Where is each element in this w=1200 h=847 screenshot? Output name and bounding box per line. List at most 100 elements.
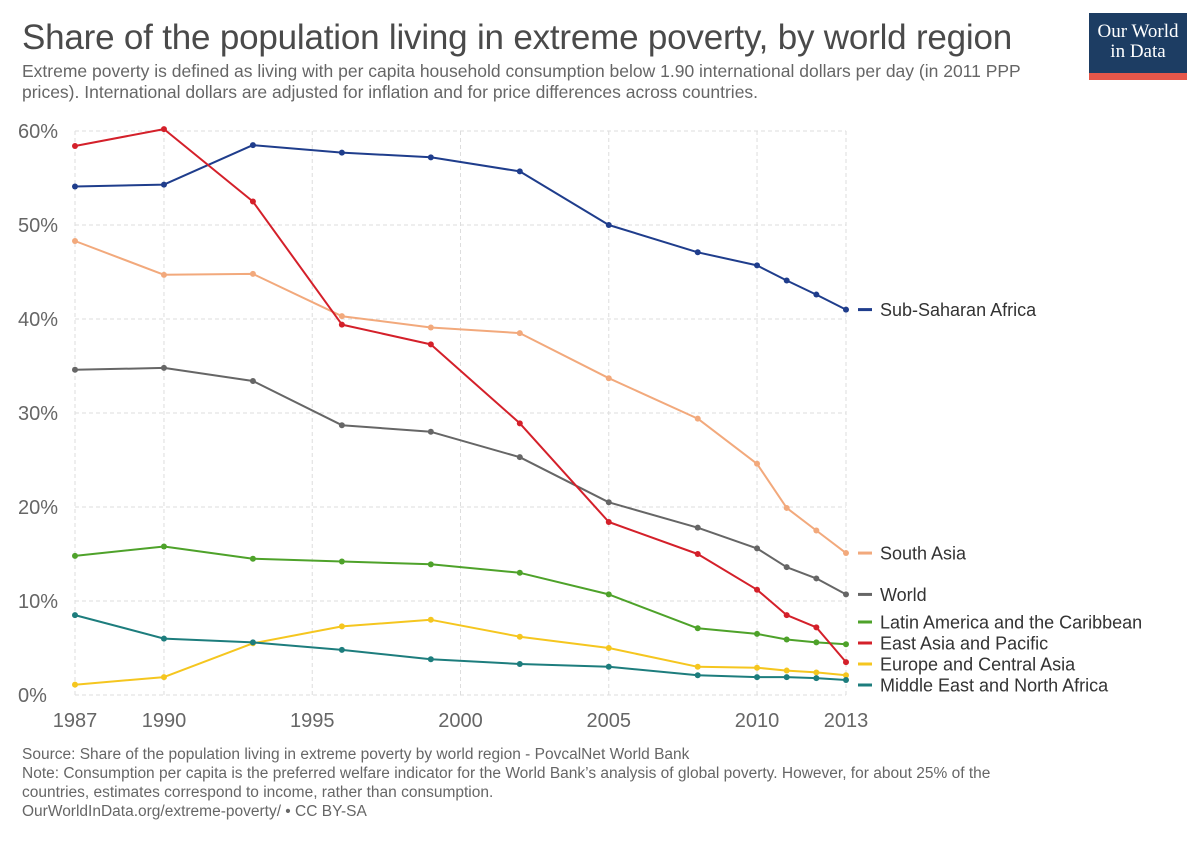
data-point-sub-saharan-africa <box>249 142 256 149</box>
data-point-middle-east-and-north-africa <box>694 672 701 679</box>
data-point-south-asia <box>338 313 345 320</box>
data-point-south-asia <box>813 527 820 534</box>
data-point-europe-and-central-asia <box>516 633 523 640</box>
data-point-middle-east-and-north-africa <box>338 646 345 653</box>
data-point-world <box>754 545 761 552</box>
logo-text: Our World in Data <box>1089 22 1187 62</box>
data-point-world <box>249 378 256 385</box>
data-point-middle-east-and-north-africa <box>813 675 820 682</box>
data-point-world <box>427 428 434 435</box>
legend-label-middle-east-and-north-africa: Middle East and North Africa <box>880 676 1109 696</box>
x-tick-label: 2013 <box>824 710 869 732</box>
series-line-middle-east-and-north-africa <box>74 614 847 681</box>
data-point-east-asia-and-pacific <box>249 198 256 205</box>
legend-label-europe-and-central-asia: Europe and Central Asia <box>880 655 1076 675</box>
data-point-east-asia-and-pacific <box>813 624 820 631</box>
legend-label-sub-saharan-africa: Sub-Saharan Africa <box>880 300 1037 320</box>
legend-label-world: World <box>880 585 927 605</box>
data-point-sub-saharan-africa <box>605 222 612 228</box>
data-point-europe-and-central-asia <box>813 669 820 676</box>
data-point-east-asia-and-pacific <box>516 420 523 427</box>
data-point-latin-america-and-the-caribbean <box>160 543 167 550</box>
series-line-south-asia <box>74 240 847 554</box>
data-point-latin-america-and-the-caribbean <box>694 625 701 632</box>
data-point-east-asia-and-pacific <box>427 341 434 348</box>
source-note: Source: Share of the population living i… <box>22 746 690 763</box>
y-tick-label: 60% <box>18 121 58 143</box>
series-line-world <box>74 366 847 596</box>
data-point-sub-saharan-africa <box>427 154 434 161</box>
legend: Sub-Saharan Africa South Asia World Latin A… <box>858 300 1142 696</box>
data-point-south-asia <box>783 504 790 511</box>
x-tick-label: 1995 <box>290 710 335 732</box>
data-point-east-asia-and-pacific <box>338 321 345 328</box>
x-tick-label: 2010 <box>735 710 780 732</box>
data-point-latin-america-and-the-caribbean <box>338 558 345 565</box>
data-point-europe-and-central-asia <box>72 681 78 688</box>
data-point-latin-america-and-the-caribbean <box>783 636 790 643</box>
x-tick-label: 1990 <box>142 710 187 732</box>
data-point-world <box>694 524 701 531</box>
owid-logo[interactable]: Our World in Data <box>1089 13 1187 80</box>
data-point-latin-america-and-the-caribbean <box>754 630 761 637</box>
y-tick-label: 20% <box>18 497 58 519</box>
data-point-europe-and-central-asia <box>783 667 790 674</box>
data-point-sub-saharan-africa <box>754 262 761 269</box>
data-point-south-asia <box>427 324 434 331</box>
data-point-middle-east-and-north-africa <box>843 676 849 683</box>
data-point-east-asia-and-pacific <box>843 659 849 666</box>
data-point-sub-saharan-africa <box>338 149 345 156</box>
data-point-latin-america-and-the-caribbean <box>516 569 523 576</box>
data-point-south-asia <box>754 460 761 467</box>
series-line-latin-america-and-the-caribbean <box>74 545 847 646</box>
legend-label-south-asia: South Asia <box>880 544 967 564</box>
y-tick-label: 10% <box>18 591 58 613</box>
data-point-south-asia <box>694 415 701 422</box>
data-point-east-asia-and-pacific <box>160 126 167 133</box>
data-point-sub-saharan-africa <box>72 183 78 190</box>
grid-lines <box>74 130 847 696</box>
data-point-world <box>338 422 345 429</box>
methodology-note-line-2: countries, estimates correspond to incom… <box>22 784 494 801</box>
data-point-middle-east-and-north-africa <box>72 612 78 619</box>
data-point-east-asia-and-pacific <box>783 612 790 619</box>
data-point-sub-saharan-africa <box>516 168 523 175</box>
axis-labels: 0% 10% 20% 30% 40% 50% 60% 1987 1990 1995 2000 2005… <box>18 121 868 732</box>
source-url[interactable]: OurWorldInData.org/extreme-poverty/ • CC… <box>22 803 367 820</box>
data-point-middle-east-and-north-africa <box>249 639 256 646</box>
data-point-south-asia <box>249 270 256 277</box>
data-point-europe-and-central-asia <box>338 623 345 630</box>
data-point-world <box>160 364 167 371</box>
data-point-middle-east-and-north-africa <box>427 656 434 663</box>
data-point-sub-saharan-africa <box>813 291 820 298</box>
data-point-south-asia <box>605 375 612 382</box>
data-point-east-asia-and-pacific <box>72 143 78 150</box>
page-subtitle: Extreme poverty is defined as living wit… <box>22 61 1021 102</box>
series-line-europe-and-central-asia <box>74 618 847 686</box>
data-point-latin-america-and-the-caribbean <box>813 639 820 646</box>
y-tick-label: 50% <box>18 215 58 237</box>
y-tick-label: 30% <box>18 403 58 425</box>
data-point-middle-east-and-north-africa <box>605 663 612 670</box>
data-point-latin-america-and-the-caribbean <box>605 591 612 598</box>
logo-line-2: in Data <box>1110 41 1166 62</box>
x-tick-label: 2000 <box>438 710 483 732</box>
series-line-east-asia-and-pacific <box>74 128 847 663</box>
data-point-europe-and-central-asia <box>160 674 167 681</box>
data-point-east-asia-and-pacific <box>694 551 701 557</box>
data-point-sub-saharan-africa <box>843 306 849 313</box>
line-chart: 0% 10% 20% 30% 40% 50% 60% 1987 1990 1995 2000 2005… <box>18 121 1142 732</box>
page-title: Share of the population living in extrem… <box>22 18 1013 57</box>
footer: Source: Share of the population living i… <box>22 745 1192 821</box>
legend-label-latin-america-and-the-caribbean: Latin America and the Caribbean <box>880 613 1142 633</box>
data-point-world <box>813 575 820 582</box>
data-point-europe-and-central-asia <box>754 664 761 671</box>
data-point-latin-america-and-the-caribbean <box>72 552 78 559</box>
data-point-south-asia <box>516 330 523 337</box>
data-point-europe-and-central-asia <box>605 645 612 651</box>
methodology-note-line-1: Note: Consumption per capita is the pref… <box>22 765 991 782</box>
data-point-middle-east-and-north-africa <box>160 635 167 642</box>
data-point-world <box>843 591 849 598</box>
data-point-world <box>516 454 523 461</box>
data-point-europe-and-central-asia <box>843 672 849 679</box>
